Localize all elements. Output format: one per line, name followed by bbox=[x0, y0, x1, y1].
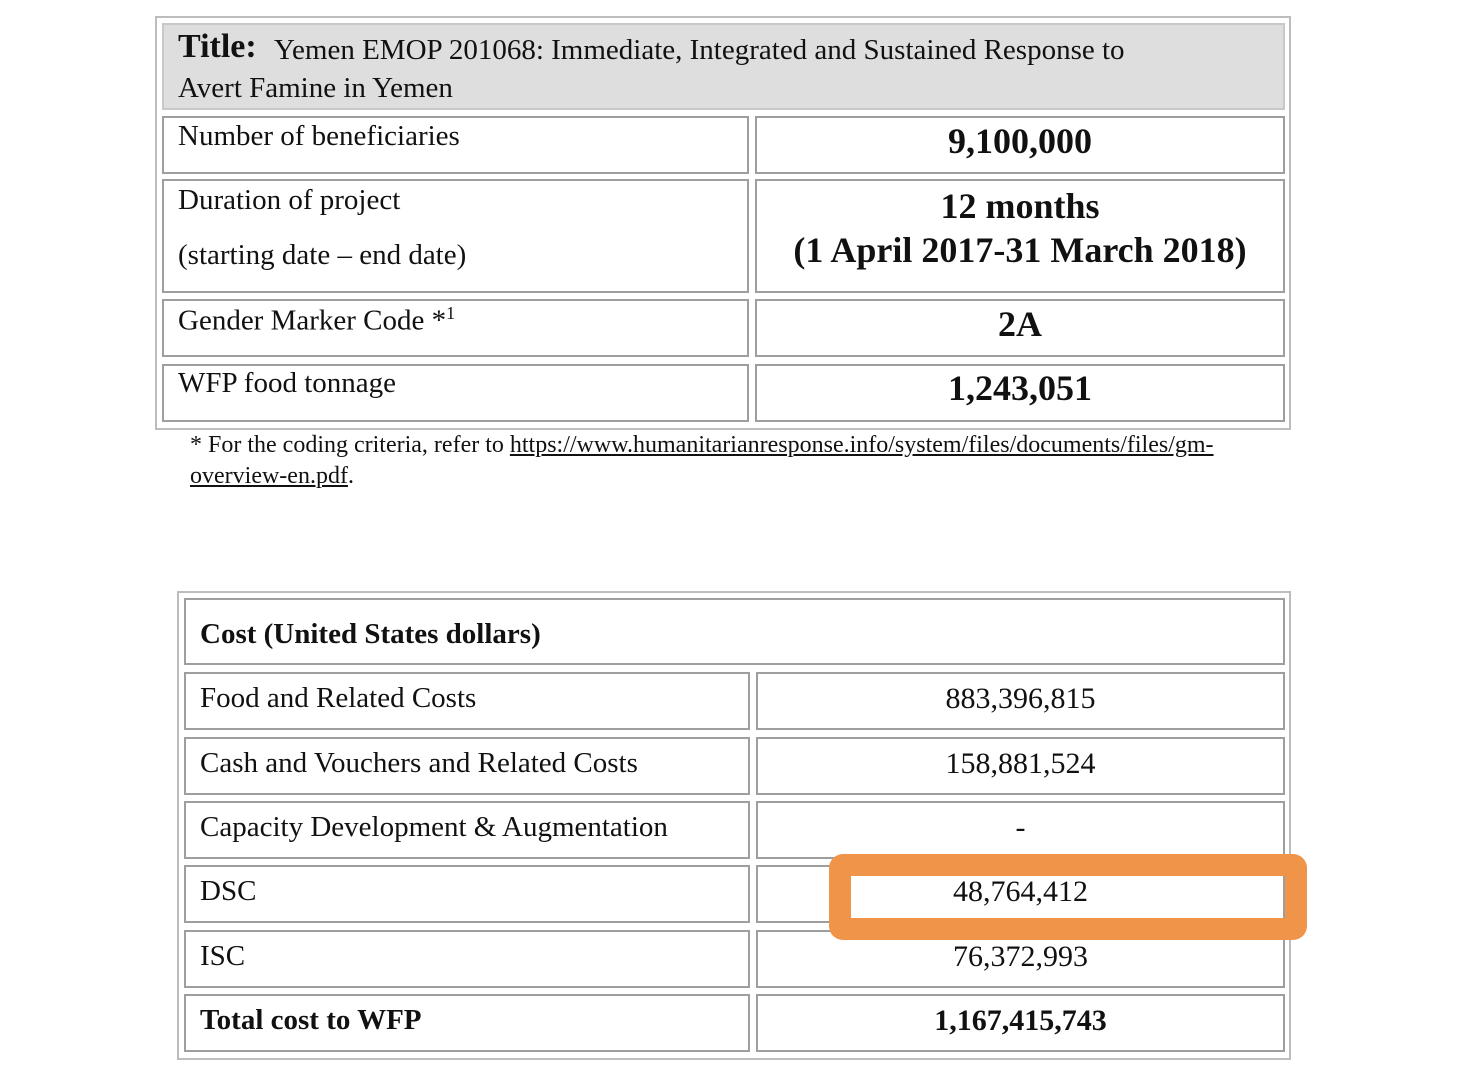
duration-dates-value: (1 April 2017-31 March 2018) bbox=[793, 230, 1247, 270]
total-cost-value-cell bbox=[756, 994, 1285, 1052]
food-tonnage-label: WFP food tonnage bbox=[178, 367, 397, 399]
footnote-link[interactable]: https://www.humanitarianresponse.info/sy… bbox=[509, 432, 1214, 458]
food-costs-label: Food and Related Costs bbox=[200, 682, 477, 714]
cost-table bbox=[177, 591, 1291, 1060]
cash-vouchers-label: Cash and Vouchers and Related Costs bbox=[200, 747, 638, 779]
isc-value: 76,372,993 bbox=[953, 940, 1088, 973]
footnote-line2: overview-en.pdf. bbox=[190, 463, 354, 490]
footnote-marker: 1 bbox=[446, 303, 456, 323]
footnote: * For the coding criteria, refer to http… bbox=[190, 432, 1214, 459]
cost-header-cell bbox=[184, 598, 1285, 665]
cash-vouchers-value-cell bbox=[756, 737, 1285, 795]
title-text-line1: Yemen EMOP 201068: Immediate, Integrated… bbox=[274, 34, 1125, 66]
beneficiaries-label-cell bbox=[162, 116, 749, 174]
duration-value: 12 months bbox=[940, 186, 1100, 226]
food-tonnage-value: 1,243,051 bbox=[948, 368, 1092, 408]
gender-marker-label-cell bbox=[162, 299, 749, 357]
footnote-prefix: * For the coding criteria, refer to bbox=[190, 432, 510, 458]
duration-label: Duration of project bbox=[178, 184, 401, 216]
footnote-link-continued[interactable]: overview-en.pdf bbox=[190, 463, 348, 489]
food-costs-label-cell bbox=[184, 672, 750, 730]
project-info-table bbox=[155, 16, 1291, 430]
project-title-cell bbox=[162, 23, 1285, 110]
food-tonnage-label-cell bbox=[162, 364, 749, 422]
total-cost-label: Total cost to WFP bbox=[200, 1004, 422, 1036]
food-costs-value-cell bbox=[756, 672, 1285, 730]
beneficiaries-value-cell bbox=[755, 116, 1285, 174]
cash-vouchers-value: 158,881,524 bbox=[945, 747, 1096, 780]
footnote-suffix: . bbox=[347, 463, 354, 489]
highlight-box bbox=[829, 854, 1307, 940]
beneficiaries-value: 9,100,000 bbox=[948, 121, 1092, 161]
capacity-dev-value: - bbox=[1015, 811, 1026, 844]
title-text-line2: Avert Famine in Yemen bbox=[178, 72, 453, 104]
duration-label-cell bbox=[162, 179, 749, 293]
isc-label-cell bbox=[184, 930, 750, 988]
capacity-dev-label: Capacity Development & Augmentation bbox=[200, 811, 668, 843]
dsc-value: 48,764,412 bbox=[953, 875, 1088, 908]
title-label: Title: bbox=[178, 28, 257, 65]
duration-value-cell bbox=[755, 179, 1285, 293]
duration-dates-label: (starting date – end date) bbox=[178, 239, 467, 271]
gender-marker-label: Gender Marker Code *1 bbox=[178, 303, 456, 337]
gender-marker-value-cell bbox=[755, 299, 1285, 357]
cost-header: Cost (United States dollars) bbox=[200, 618, 541, 650]
dsc-label: DSC bbox=[200, 875, 257, 907]
cash-vouchers-label-cell bbox=[184, 737, 750, 795]
gender-marker-value: 2A bbox=[998, 304, 1042, 344]
beneficiaries-label: Number of beneficiaries bbox=[178, 120, 460, 152]
isc-label: ISC bbox=[200, 940, 246, 972]
dsc-label-cell bbox=[184, 865, 750, 923]
food-tonnage-value-cell bbox=[755, 364, 1285, 422]
food-costs-value: 883,396,815 bbox=[945, 682, 1096, 715]
total-cost-label-cell bbox=[184, 994, 750, 1052]
total-cost-value: 1,167,415,743 bbox=[934, 1004, 1107, 1037]
capacity-dev-label-cell bbox=[184, 801, 750, 859]
